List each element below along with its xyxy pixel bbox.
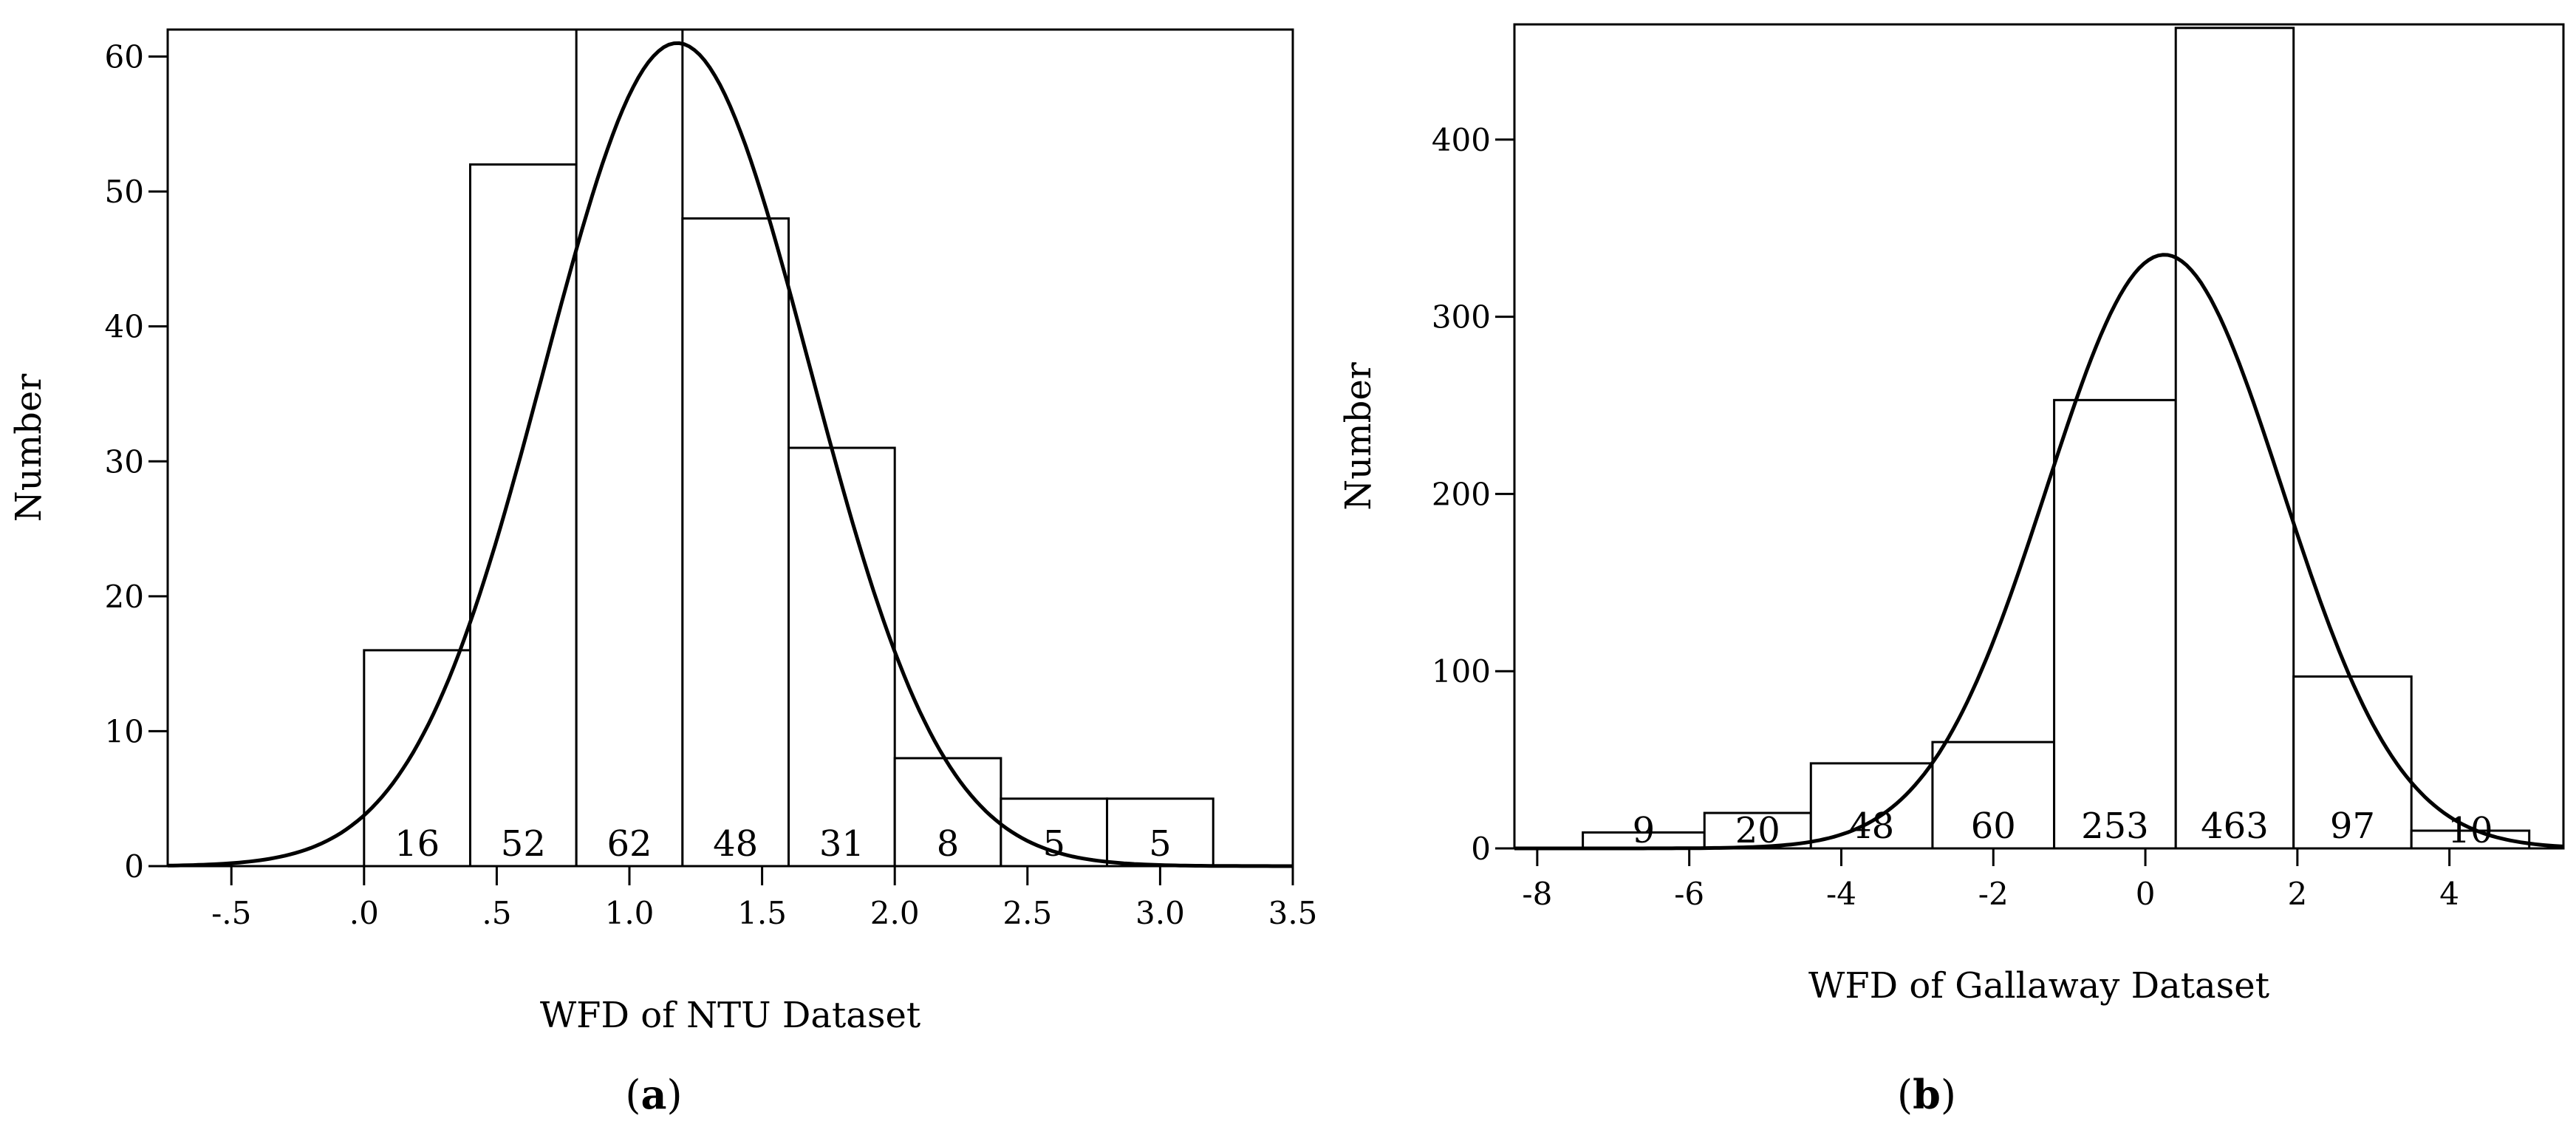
x-tick-label: -2 bbox=[1978, 876, 2009, 912]
bar-value-label: 5 bbox=[1042, 823, 1065, 865]
y-axis-title-a: Number bbox=[8, 374, 49, 522]
x-tick-label: 2.5 bbox=[1002, 895, 1052, 931]
x-tick-label: -6 bbox=[1674, 876, 1704, 912]
y-tick-label: 40 bbox=[105, 309, 144, 345]
panel-letter-a: a bbox=[641, 1071, 667, 1118]
bar bbox=[1106, 797, 1214, 868]
panel-letter-b: b bbox=[1913, 1071, 1941, 1118]
bar bbox=[2174, 27, 2295, 850]
bar bbox=[2053, 398, 2177, 850]
bar-value-label: 52 bbox=[501, 823, 546, 865]
bar bbox=[893, 757, 1002, 868]
x-tick-label: -4 bbox=[1826, 876, 1856, 912]
panel-label-a: (a) bbox=[625, 1071, 682, 1118]
y-axis-a: 0 10 20 30 40 50 60 bbox=[105, 39, 168, 885]
bar bbox=[788, 446, 896, 868]
bar bbox=[468, 163, 578, 868]
y-tick-label: 200 bbox=[1432, 476, 1491, 512]
x-axis-title-a: WFD of NTU Dataset bbox=[540, 995, 920, 1036]
bar-value-label: 62 bbox=[607, 823, 652, 865]
bar-value-label: 16 bbox=[394, 823, 440, 865]
x-tick-label: -8 bbox=[1522, 876, 1552, 912]
x-tick-label: 1.0 bbox=[605, 895, 655, 931]
bar bbox=[1809, 762, 1934, 850]
x-tick-label: -.5 bbox=[211, 895, 251, 931]
x-tick-label: .5 bbox=[482, 895, 511, 931]
y-axis-title-b: Number bbox=[1338, 362, 1379, 511]
bar-value-label: 31 bbox=[819, 823, 864, 865]
x-axis-a: -.5 .0 .5 1.0 1.5 2.0 2.5 3.0 3.5 bbox=[211, 866, 1317, 931]
x-axis-b: -8 -6 -4 -2 0 2 4 bbox=[1522, 848, 2459, 912]
bar-labels-b: 9 20 48 60 253 463 97 10 bbox=[1633, 806, 2493, 851]
y-tick-label: 400 bbox=[1432, 122, 1491, 158]
normal-curve-b bbox=[1514, 253, 2564, 851]
y-tick-label: 50 bbox=[105, 174, 144, 210]
x-tick-label: 1.5 bbox=[737, 895, 787, 931]
x-tick-label: .0 bbox=[349, 895, 379, 931]
normal-curve-a bbox=[167, 41, 1293, 868]
y-tick-label: 0 bbox=[124, 848, 144, 885]
panel-label-b: (b) bbox=[1897, 1071, 1956, 1118]
x-tick-label: 0 bbox=[2136, 876, 2156, 912]
bar bbox=[2292, 675, 2413, 850]
x-tick-label: 3.0 bbox=[1135, 895, 1185, 931]
bar-value-label: 253 bbox=[2081, 806, 2149, 847]
bar bbox=[575, 28, 684, 868]
y-tick-label: 100 bbox=[1432, 653, 1491, 690]
x-tick-label: 4 bbox=[2439, 876, 2459, 912]
y-tick-label: 20 bbox=[105, 579, 144, 615]
bar-value-label: 5 bbox=[1149, 823, 1172, 865]
bar-value-label: 463 bbox=[2201, 806, 2269, 847]
bar bbox=[2410, 829, 2531, 850]
bar bbox=[363, 649, 471, 868]
bar-labels-a: 16 52 62 48 31 8 5 5 bbox=[394, 823, 1172, 865]
bar-value-label: 10 bbox=[2447, 810, 2493, 851]
y-axis-b: 0 100 200 300 400 bbox=[1432, 122, 1514, 867]
bar-value-label: 97 bbox=[2330, 806, 2375, 847]
x-tick-label: 2.0 bbox=[870, 895, 920, 931]
bars-b bbox=[1582, 27, 2531, 850]
histogram-panel-a: 16 52 62 48 31 8 5 5 0 10 20 30 40 50 60 -.5 .0 .5 1.0 1.… bbox=[8, 28, 1317, 1118]
y-tick-label: 0 bbox=[1471, 831, 1491, 867]
bar-value-label: 48 bbox=[713, 823, 758, 865]
bar-value-label: 60 bbox=[1971, 806, 2016, 847]
bar bbox=[681, 217, 790, 868]
y-tick-label: 60 bbox=[105, 39, 144, 75]
bar-value-label: 8 bbox=[937, 823, 960, 865]
bars-a bbox=[363, 28, 1214, 868]
y-tick-label: 10 bbox=[105, 713, 144, 749]
bar-value-label: 9 bbox=[1633, 810, 1656, 851]
x-axis-title-b: WFD of Gallaway Dataset bbox=[1808, 965, 2269, 1007]
y-tick-label: 300 bbox=[1432, 299, 1491, 336]
y-tick-label: 30 bbox=[105, 443, 144, 480]
x-tick-label: 2 bbox=[2287, 876, 2307, 912]
x-tick-label: 3.5 bbox=[1268, 895, 1318, 931]
